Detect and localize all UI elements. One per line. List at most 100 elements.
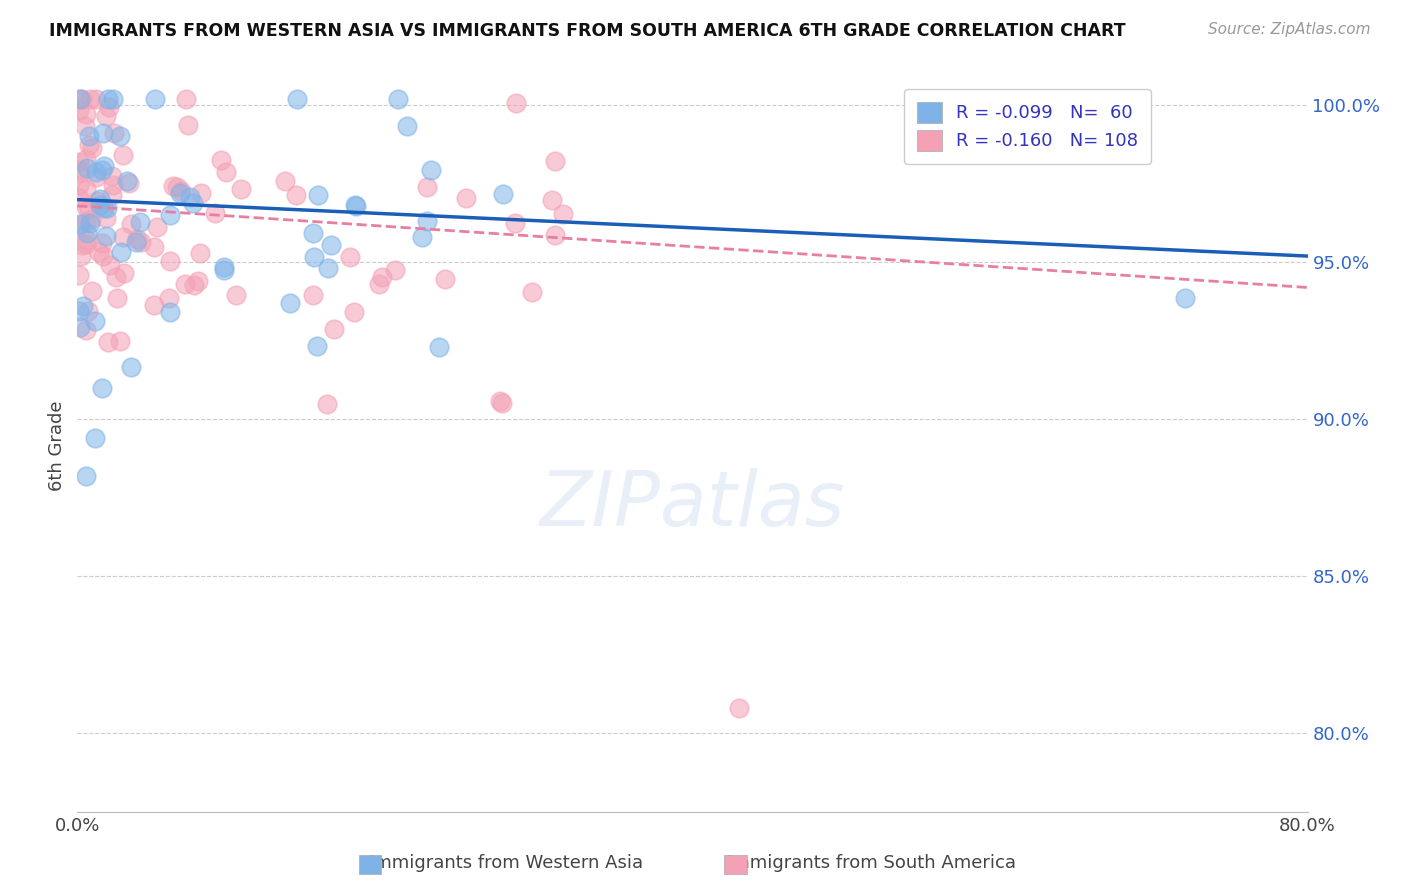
Text: Immigrants from Western Asia: Immigrants from Western Asia [370, 855, 643, 872]
Point [79, 92, 101, 106]
Point [76, 226, 98, 240]
Point [94, 211, 117, 226]
Point [174, 92, 197, 106]
Point [77, 137, 100, 152]
Point [75, 107, 97, 121]
Point [505, 96, 527, 111]
Point [411, 230, 433, 244]
Point [225, 288, 247, 302]
Point [67, 190, 90, 204]
Point [67, 268, 90, 282]
Point [69, 217, 91, 231]
Point [181, 195, 204, 210]
Point [96, 109, 118, 123]
Point [108, 334, 131, 348]
Point [97, 100, 120, 114]
Point [190, 245, 212, 260]
Point [190, 186, 212, 200]
Point [157, 291, 180, 305]
Point [75, 237, 97, 252]
Point [120, 360, 142, 375]
Point [90, 381, 112, 395]
Point [120, 217, 142, 231]
Point [83, 431, 105, 445]
Point [76, 161, 98, 175]
Point [67, 178, 90, 193]
Point [170, 184, 193, 198]
Point [367, 277, 389, 291]
Point [727, 701, 749, 715]
Point [111, 230, 134, 244]
Point [204, 206, 226, 220]
Point [67, 103, 90, 117]
Point [127, 232, 149, 246]
Point [90, 235, 112, 250]
Point [339, 250, 361, 264]
Point [212, 260, 235, 275]
Point [229, 182, 252, 196]
Point [118, 176, 141, 190]
Point [129, 215, 152, 229]
Point [307, 187, 329, 202]
Point [159, 253, 181, 268]
Point [187, 274, 209, 288]
Point [72, 92, 94, 106]
Point [80, 284, 103, 298]
Point [143, 92, 166, 106]
Point [97, 92, 120, 106]
Point [75, 182, 97, 196]
Point [108, 129, 131, 144]
Point [173, 277, 195, 291]
Point [73, 120, 96, 134]
Point [395, 119, 418, 133]
Point [183, 277, 205, 292]
Point [434, 272, 457, 286]
Point [101, 187, 124, 202]
Point [91, 249, 114, 263]
Point [75, 468, 97, 483]
Point [177, 118, 200, 132]
Point [84, 314, 107, 328]
Point [427, 340, 450, 354]
Point [492, 186, 515, 201]
Point [79, 202, 101, 216]
Point [491, 396, 513, 410]
Point [112, 148, 135, 162]
Point [77, 304, 100, 318]
Point [110, 244, 132, 259]
Point [387, 92, 409, 106]
Point [344, 199, 367, 213]
Y-axis label: 6th Grade: 6th Grade [48, 401, 66, 491]
Text: Source: ZipAtlas.com: Source: ZipAtlas.com [1208, 22, 1371, 37]
Point [67, 166, 90, 180]
Point [302, 288, 325, 302]
Point [162, 178, 184, 193]
Point [159, 305, 181, 319]
Point [104, 269, 127, 284]
Point [1174, 291, 1197, 305]
Point [101, 92, 124, 106]
Point [97, 334, 120, 349]
Point [456, 191, 478, 205]
Point [69, 92, 91, 106]
Point [70, 237, 93, 252]
Point [91, 127, 114, 141]
Point [93, 159, 115, 173]
Point [302, 250, 325, 264]
Point [319, 237, 342, 252]
Point [489, 394, 512, 409]
Point [105, 291, 128, 305]
Point [278, 295, 301, 310]
Point [89, 192, 111, 206]
Point [416, 179, 439, 194]
Point [384, 262, 406, 277]
Point [79, 217, 101, 231]
Point [143, 298, 166, 312]
Point [94, 228, 117, 243]
Point [551, 207, 574, 221]
Legend: R = -0.099   N=  60, R = -0.160   N= 108: R = -0.099 N= 60, R = -0.160 N= 108 [904, 89, 1152, 163]
Point [67, 162, 90, 177]
Point [84, 169, 107, 184]
Point [544, 154, 567, 169]
Point [91, 163, 114, 178]
